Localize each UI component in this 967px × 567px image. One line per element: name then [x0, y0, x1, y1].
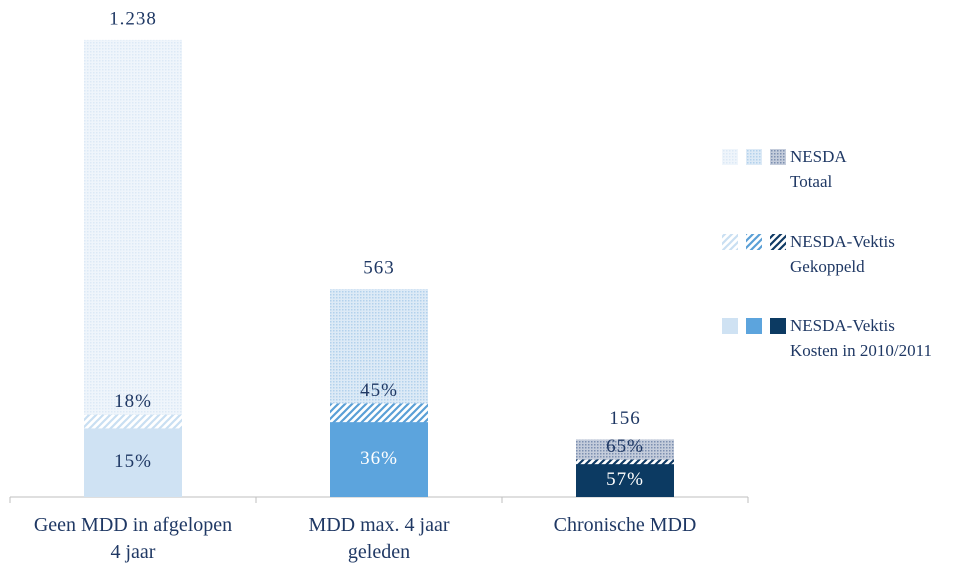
legend-label: NESDA Totaal — [790, 147, 847, 191]
value-label: 18% — [114, 391, 152, 412]
legend-swatch — [746, 234, 762, 250]
value-label: 1.238 — [109, 8, 157, 29]
legend-swatch — [770, 234, 786, 250]
legend-swatch — [722, 318, 738, 334]
legend-label: NESDA-Vektis Gekoppeld — [790, 232, 895, 276]
value-label: 563 — [363, 257, 395, 278]
value-label: 57% — [606, 469, 644, 490]
value-label: 45% — [360, 380, 398, 401]
legend-swatch — [746, 318, 762, 334]
value-label: 15% — [114, 451, 152, 472]
x-tick-label: MDD max. 4 jaar geleden — [308, 514, 450, 563]
value-label: 156 — [609, 408, 641, 429]
value-label: 65% — [606, 436, 644, 457]
legend-swatch — [746, 149, 762, 165]
legend-swatch — [722, 149, 738, 165]
legend-swatch — [770, 149, 786, 165]
bar-segment — [84, 428, 182, 497]
bar-segment — [330, 422, 428, 497]
x-tick-label: Chronische MDD — [553, 514, 697, 536]
value-label: 36% — [360, 448, 398, 469]
legend-swatch — [770, 318, 786, 334]
bar-segment — [576, 464, 674, 497]
legend-label: NESDA-Vektis Kosten in 2010/2011 — [790, 316, 932, 360]
legend-swatch — [722, 234, 738, 250]
x-tick-label: Geen MDD in afgelopen 4 jaar — [33, 514, 233, 563]
